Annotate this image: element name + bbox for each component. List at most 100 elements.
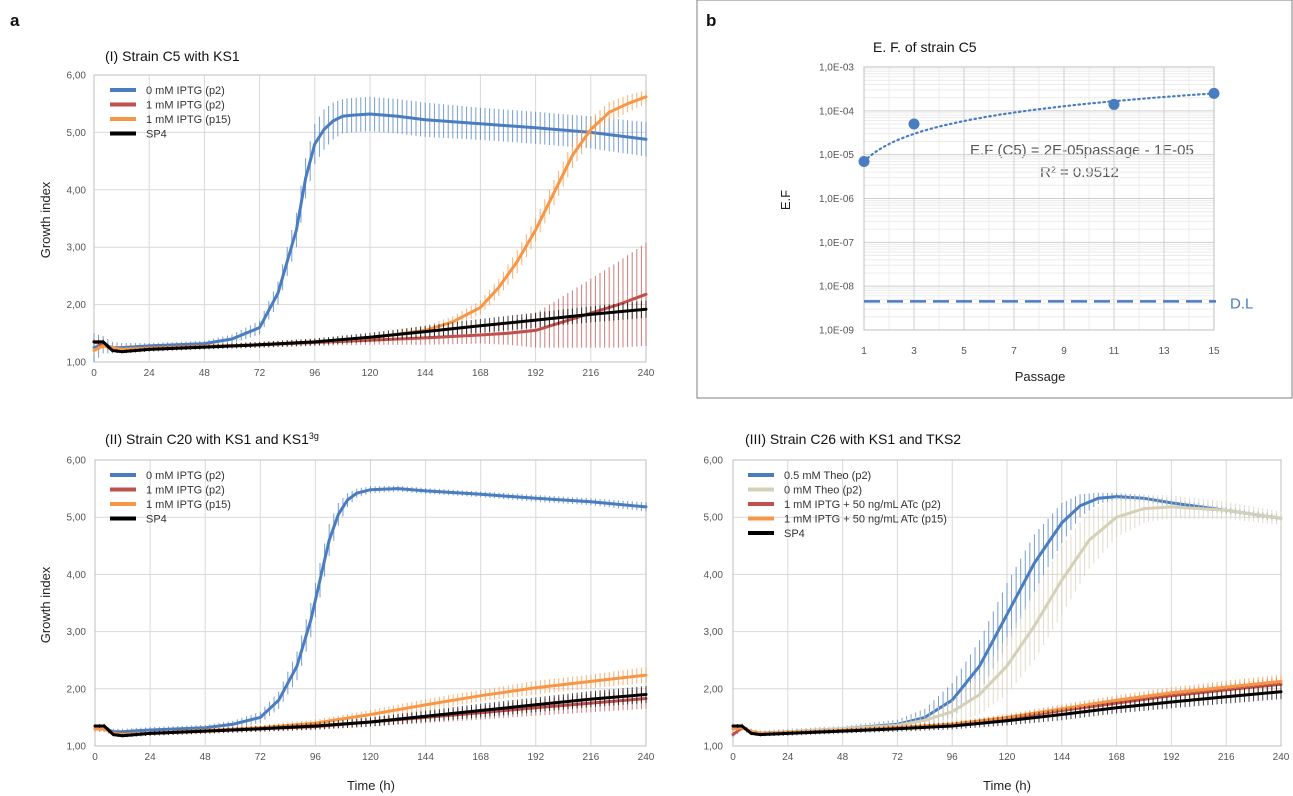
- x-tick-label: 168: [472, 368, 489, 379]
- legend-label: 0 mM IPTG (p2): [146, 85, 225, 97]
- chart-strain-c5: (I) Strain C5 with KS1 Growth index 1,00…: [38, 48, 655, 379]
- y-tick-label: 1,00: [704, 742, 724, 753]
- plot-area: [863, 66, 1215, 331]
- x-tick-label: 240: [638, 752, 655, 763]
- legend: 0.5 mM Theo (p2) 0 mM Theo (p2) 1 mM IPTG …: [748, 470, 947, 540]
- chart-ef-strain-c5: E. F. of strain C5 Passage E.F E.F (C5) …: [778, 39, 1253, 384]
- legend-label: 1 mM IPTG + 50 ng/mL ATc (p2): [784, 499, 941, 511]
- chart-title: E. F. of strain C5: [873, 39, 977, 55]
- y-tick-label: 5,00: [67, 513, 87, 524]
- x-tick-label: 72: [892, 752, 904, 763]
- chart-title: (II) Strain C20 with KS1 and KS13g: [105, 431, 319, 447]
- series-3: [93, 685, 648, 738]
- y-tick-label: 4,00: [67, 570, 87, 581]
- x-tick-label: 216: [582, 368, 599, 379]
- y-tick-label: 5,00: [67, 128, 87, 139]
- y-tick-label: 1,0E-05: [819, 150, 854, 161]
- y-tick-label: 4,00: [67, 185, 87, 196]
- x-tick-label: 216: [583, 752, 600, 763]
- plot-area: [732, 459, 1282, 747]
- legend-label: 0 mM Theo (p2): [784, 485, 862, 497]
- series-line: [92, 307, 648, 354]
- chart-strain-c20: (II) Strain C20 with KS1 and KS13g Growt…: [38, 431, 655, 763]
- y-tick-label: 1,0E-08: [819, 282, 854, 293]
- y-tick-label: 1,0E-04: [819, 106, 854, 117]
- series-line: [93, 487, 648, 734]
- y-tick-label: 1,0E-07: [819, 238, 854, 249]
- legend-label: SP4: [146, 514, 167, 526]
- x-tick-label: 24: [145, 752, 157, 763]
- chart-title: (III) Strain C26 with KS1 and TKS2: [745, 431, 961, 447]
- y-axis-label: E.F: [778, 190, 793, 210]
- panel-b-frame: [696, 0, 1293, 399]
- series-4: [731, 684, 1283, 737]
- chart-strain-c26: (III) Strain C26 with KS1 and TKS2 1,00 2…: [704, 431, 1290, 763]
- y-tick-label: 2,00: [67, 300, 87, 311]
- x-tick-label: 192: [527, 368, 544, 379]
- x-tick-label: 240: [1273, 752, 1290, 763]
- x-tick-label: 5: [961, 346, 967, 357]
- x-tick-label: 0: [91, 368, 97, 379]
- x-tick-label: 9: [1061, 346, 1067, 357]
- y-tick-label: 3,00: [704, 627, 724, 638]
- x-tick-label: 0: [92, 752, 98, 763]
- data-point: [858, 155, 870, 167]
- x-tick-label: 240: [638, 368, 655, 379]
- panel-letter-a: a: [10, 11, 20, 30]
- x-tick-label: 48: [837, 752, 849, 763]
- y-tick-label: 1,00: [67, 358, 87, 369]
- legend-label: SP4: [146, 129, 167, 141]
- x-tick-label: 144: [417, 752, 434, 763]
- x-tick-label: 168: [472, 752, 489, 763]
- plot-area: [93, 74, 647, 363]
- x-tick-label: 15: [1208, 346, 1220, 357]
- chart-title-main: (II) Strain C20 with KS1 and KS1: [105, 431, 309, 447]
- plot-area: [94, 459, 647, 747]
- x-axis-label: Passage: [1015, 369, 1066, 384]
- x-tick-label: 216: [1218, 752, 1235, 763]
- x-tick-label: 11: [1109, 346, 1120, 357]
- x-tick-label: 120: [999, 752, 1016, 763]
- legend-label: 1 mM IPTG (p15): [146, 499, 231, 511]
- x-tick-label: 96: [310, 752, 322, 763]
- x-tick-label: 120: [362, 752, 379, 763]
- y-axis-label: Growth index: [38, 566, 53, 643]
- chart-title-superscript: 3g: [309, 431, 319, 441]
- legend-label: 1 mM IPTG + 50 ng/mL ATc (p15): [784, 514, 947, 526]
- trendline: [862, 92, 1216, 163]
- y-tick-label: 4,00: [704, 570, 724, 581]
- y-tick-label: 2,00: [704, 684, 724, 695]
- x-tick-label: 192: [1163, 752, 1180, 763]
- legend-label: SP4: [784, 528, 805, 540]
- series-line: [731, 690, 1283, 737]
- panel-letter-b: b: [706, 11, 716, 30]
- x-tick-label: 24: [144, 368, 156, 379]
- legend-label: 1 mM IPTG (p15): [146, 114, 231, 126]
- y-axis-label: Growth index: [38, 181, 53, 258]
- x-tick-label: 192: [527, 752, 544, 763]
- x-tick-label: 72: [254, 368, 266, 379]
- legend: 0 mM IPTG (p2) 1 mM IPTG (p2) 1 mM IPTG (p…: [110, 85, 231, 141]
- data-point: [1208, 87, 1220, 99]
- y-tick-label: 1,00: [67, 742, 87, 753]
- x-tick-label: 13: [1158, 346, 1170, 357]
- x-tick-label: 7: [1011, 346, 1017, 357]
- x-tick-label: 1: [861, 346, 867, 357]
- x-tick-label: 120: [362, 368, 379, 379]
- detection-limit-label: D.L: [1230, 295, 1253, 312]
- x-tick-label: 96: [947, 752, 959, 763]
- x-tick-label: 144: [417, 368, 434, 379]
- y-tick-label: 6,00: [67, 71, 87, 82]
- series-line: [93, 693, 648, 738]
- x-tick-label: 96: [309, 368, 321, 379]
- y-tick-label: 2,00: [67, 684, 87, 695]
- legend: 0 mM IPTG (p2) 1 mM IPTG (p2) 1 mM IPTG (p…: [110, 470, 231, 526]
- x-tick-label: 3: [911, 346, 917, 357]
- y-tick-label: 6,00: [67, 456, 87, 467]
- legend-label: 0 mM IPTG (p2): [146, 470, 225, 482]
- y-tick-label: 1,0E-06: [819, 194, 854, 205]
- x-tick-label: 24: [782, 752, 794, 763]
- y-tick-label: 5,00: [704, 513, 724, 524]
- y-tick-label: 3,00: [67, 243, 87, 254]
